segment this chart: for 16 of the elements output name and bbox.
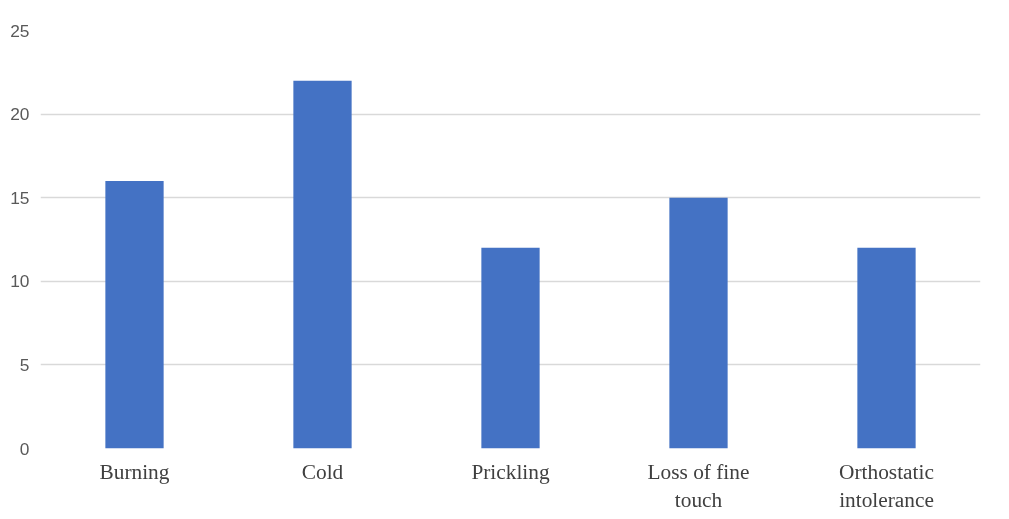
x-tick-label: Prickling	[471, 459, 550, 484]
y-tick-label: 0	[19, 438, 30, 459]
y-tick-label: 10	[10, 271, 30, 292]
bar	[105, 180, 164, 449]
x-tick-label: Burning	[99, 459, 170, 484]
y-tick-label: 5	[19, 354, 30, 375]
x-tick-label: Orthostatic intolerance	[839, 459, 934, 513]
bar	[293, 80, 352, 449]
y-tick-label: 25	[10, 20, 30, 41]
y-tick-label: 20	[10, 104, 30, 125]
x-tick-label: Loss of fine touch	[647, 459, 750, 513]
x-tick-label: Cold	[301, 459, 344, 484]
bar	[669, 197, 728, 449]
bar	[481, 247, 540, 449]
y-tick-label: 15	[10, 187, 30, 208]
bar	[857, 247, 916, 449]
